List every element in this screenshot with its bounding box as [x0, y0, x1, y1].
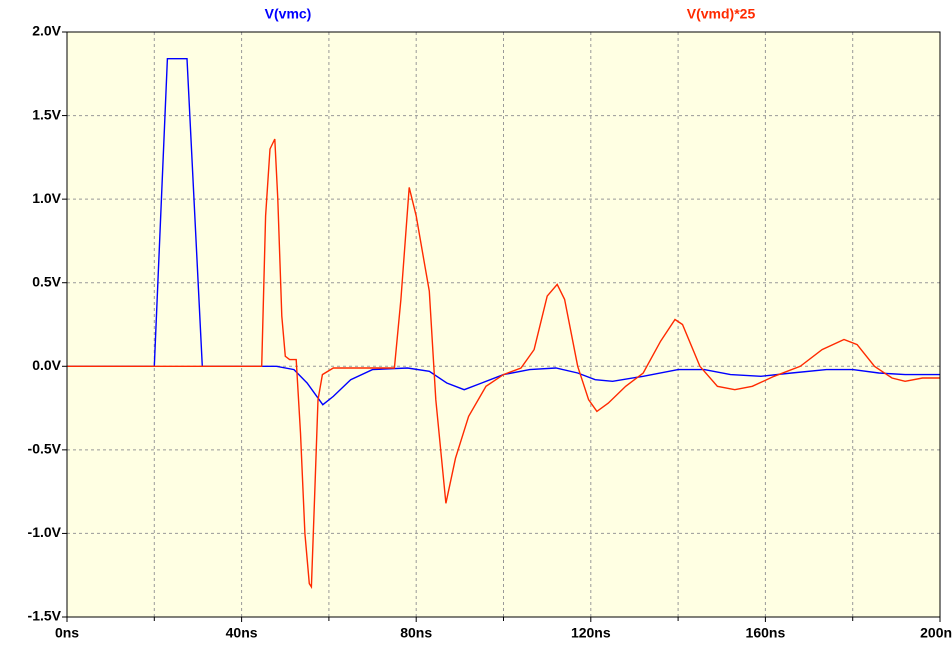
trace — [67, 58, 940, 406]
x-tick-label: 0ns — [55, 625, 79, 641]
y-tick-label: -1.0V — [28, 524, 62, 540]
x-tick-label: 200ns — [920, 625, 952, 641]
y-tick-label: 0.5V — [32, 273, 61, 289]
trace-label: V(vmd)*25 — [687, 6, 756, 22]
trace-label: V(vmc) — [265, 6, 312, 22]
y-tick-label: 0.0V — [32, 357, 61, 373]
plot-border — [66, 31, 941, 618]
y-tick-label: -1.5V — [28, 608, 62, 624]
y-tick-label: 2.0V — [32, 23, 61, 39]
x-tick-label: 40ns — [226, 625, 258, 641]
x-tick-label: 120ns — [571, 625, 611, 641]
x-tick-label: 160ns — [746, 625, 786, 641]
y-tick-label: -0.5V — [28, 441, 62, 457]
y-tick-label: 1.5V — [32, 106, 61, 122]
plot-area — [67, 32, 940, 617]
trace — [67, 138, 940, 590]
y-tick-label: 1.0V — [32, 190, 61, 206]
x-tick-label: 80ns — [400, 625, 432, 641]
